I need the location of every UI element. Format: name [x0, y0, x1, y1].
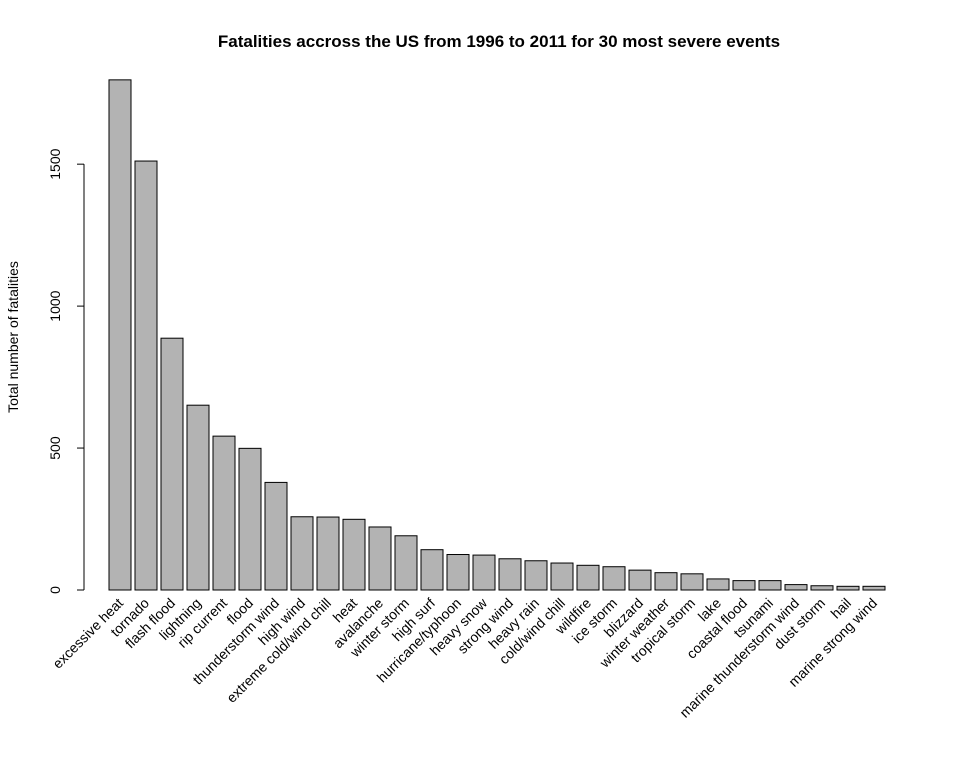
bar [394, 535, 418, 591]
bar [290, 516, 314, 591]
bar [706, 578, 730, 591]
y-axis-label: Total number of fatalities [5, 261, 21, 413]
bar [836, 585, 860, 591]
bar [134, 160, 158, 591]
y-axis: 0 500 1000 1500 [47, 148, 85, 594]
y-tick-label: 1500 [47, 148, 63, 179]
bar [862, 585, 886, 591]
bar [576, 564, 600, 591]
bar [498, 558, 522, 591]
bar [810, 585, 834, 591]
bar [680, 573, 704, 591]
bar [784, 584, 808, 591]
y-tick-label: 1000 [47, 290, 63, 321]
bar [550, 562, 574, 591]
y-tick-label: 0 [47, 586, 63, 594]
bar [316, 516, 340, 591]
y-tick-label: 500 [47, 436, 63, 460]
bars-group [108, 79, 886, 591]
bar [732, 580, 756, 591]
bar [108, 79, 132, 591]
bar [186, 404, 210, 591]
bar [212, 435, 236, 591]
bar [446, 554, 470, 591]
bar [628, 569, 652, 591]
bar [472, 554, 496, 591]
bar [160, 337, 184, 591]
bar [602, 566, 626, 591]
bar [420, 549, 444, 591]
bar [264, 481, 288, 591]
bar [238, 447, 262, 591]
bar [758, 580, 782, 591]
chart-title: Fatalities accross the US from 1996 to 2… [218, 32, 780, 51]
bar [368, 526, 392, 591]
bar [654, 572, 678, 591]
bar [524, 560, 548, 591]
bar [342, 518, 366, 591]
